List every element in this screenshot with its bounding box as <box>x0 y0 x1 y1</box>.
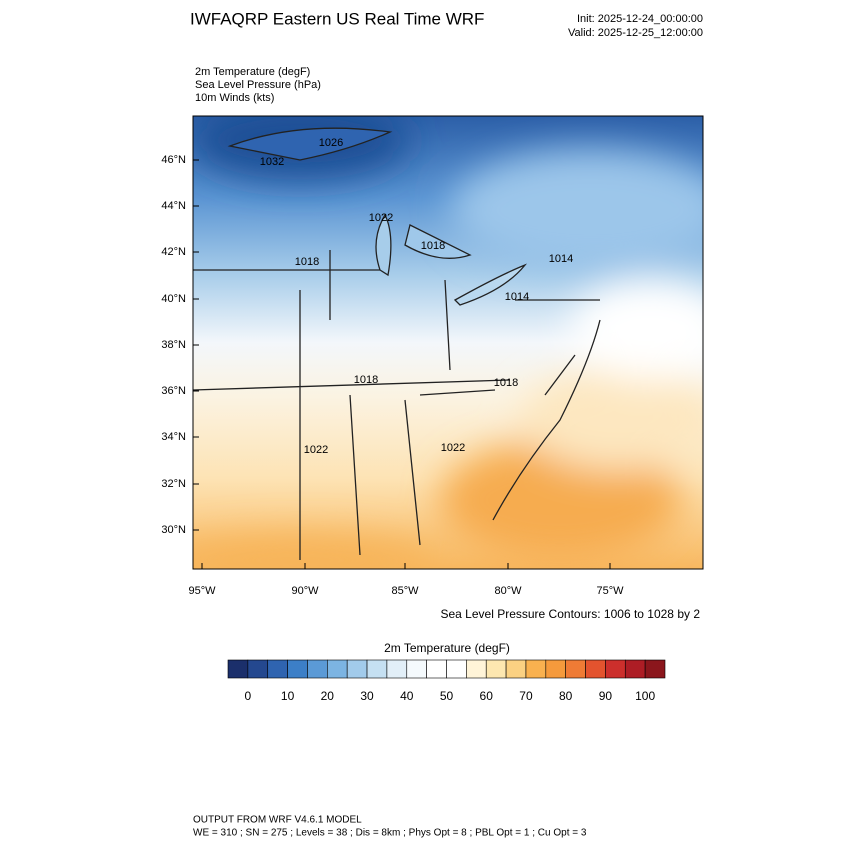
lat-label: 46°N <box>161 154 186 166</box>
contour-label: 1022 <box>441 442 465 454</box>
lat-label: 36°N <box>161 385 186 397</box>
colorbar-box <box>346 659 368 679</box>
colorbar-box <box>605 659 626 679</box>
colorbar-tick-label: 60 <box>480 689 494 703</box>
contour-label: 1018 <box>494 377 518 389</box>
title: IWFAQRP Eastern US Real Time WRF <box>190 9 484 28</box>
colorbar-box <box>327 659 348 679</box>
contour-label: 1022 <box>369 212 393 224</box>
colorbar-box <box>227 659 249 679</box>
colorbar-box <box>545 659 566 679</box>
colorbar-box <box>287 659 308 679</box>
contour-label: 1014 <box>549 253 573 265</box>
valid-time: Valid: 2025-12-25_12:00:00 <box>568 27 703 39</box>
field-label: Sea Level Pressure (hPa) <box>195 79 321 91</box>
lon-label: 85°W <box>391 585 419 597</box>
footer-model: OUTPUT FROM WRF V4.6.1 MODEL <box>193 815 362 826</box>
lat-label: 38°N <box>161 339 186 351</box>
contour-note: Sea Level Pressure Contours: 1006 to 102… <box>441 607 701 621</box>
colorbar-box <box>585 659 606 679</box>
map-frame <box>192 115 704 570</box>
colorbar-tick-label: 90 <box>599 689 613 703</box>
colorbar-box <box>406 659 427 679</box>
colorbar-box <box>525 659 547 679</box>
colorbar-box <box>267 659 288 679</box>
contour-label: 1018 <box>295 256 319 268</box>
lat-label: 42°N <box>161 246 186 258</box>
colorbar-box <box>565 659 586 679</box>
colorbar-box <box>624 659 646 679</box>
lat-label: 40°N <box>161 293 186 305</box>
lon-label: 95°W <box>188 585 216 597</box>
colorbar-tick-label: 70 <box>519 689 533 703</box>
lat-label: 34°N <box>161 431 186 443</box>
contour-label: 1018 <box>421 240 445 252</box>
map-field <box>193 116 703 569</box>
colorbar-title: 2m Temperature (degF) <box>384 641 510 655</box>
colorbar-tick-label: 100 <box>635 689 655 703</box>
colorbar-box <box>485 659 507 679</box>
colorbar-box <box>505 659 527 679</box>
field-label: 2m Temperature (degF) <box>195 66 310 78</box>
lat-label: 32°N <box>161 478 186 490</box>
colorbar-tick-label: 40 <box>400 689 414 703</box>
contour-label: 1032 <box>260 156 284 168</box>
colorbar-box <box>644 659 666 679</box>
colorbar-box <box>426 659 447 679</box>
colorbar-tick-label: 0 <box>245 689 252 703</box>
colorbar-box <box>366 659 388 679</box>
colorbar-tick-label: 50 <box>440 689 454 703</box>
contour-label: 1018 <box>354 374 378 386</box>
colorbar-tick-label: 80 <box>559 689 573 703</box>
contour-label: 1022 <box>304 444 328 456</box>
colorbar-tick-label: 30 <box>360 689 374 703</box>
colorbar-tick-label: 10 <box>281 689 295 703</box>
contour-label: 1026 <box>319 137 343 149</box>
lon-label: 75°W <box>596 585 624 597</box>
lat-label: 44°N <box>161 200 186 212</box>
colorbar-box <box>466 659 487 679</box>
init-time: Init: 2025-12-24_00:00:00 <box>577 13 703 25</box>
field-label: 10m Winds (kts) <box>195 92 274 104</box>
contour-label: 1014 <box>505 291 529 303</box>
colorbar-box <box>386 659 408 679</box>
colorbar-box <box>247 659 269 679</box>
colorbar-box <box>446 659 467 679</box>
lon-label: 90°W <box>291 585 319 597</box>
lat-label: 30°N <box>161 524 186 536</box>
colorbar-box <box>307 659 328 679</box>
footer-config: WE = 310 ; SN = 275 ; Levels = 38 ; Dis … <box>193 828 587 839</box>
colorbar-tick-label: 20 <box>321 689 335 703</box>
lon-label: 80°W <box>494 585 522 597</box>
